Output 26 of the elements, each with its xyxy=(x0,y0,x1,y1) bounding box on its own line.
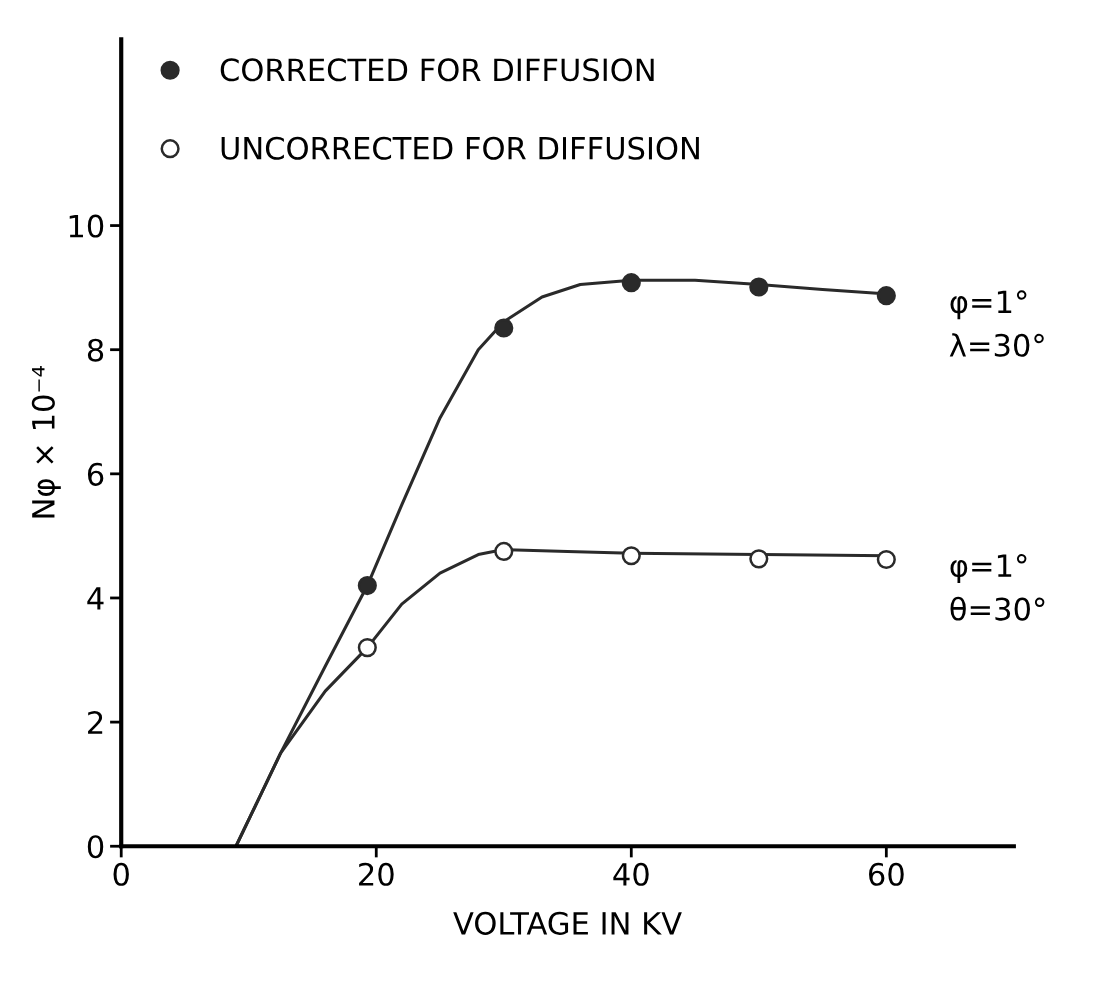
x-tick-label: 60 xyxy=(869,862,904,886)
x-tick-label: 40 xyxy=(613,862,649,886)
y-axis-title: Nφ × 10⁻⁴ xyxy=(31,366,61,518)
point xyxy=(621,273,641,293)
point xyxy=(876,549,896,570)
y-tick-label: 8 xyxy=(87,338,104,362)
y-tick-label: 4 xyxy=(87,587,104,610)
y-tick-label: 2 xyxy=(88,711,103,734)
legend-label: UNCORRECTED FOR DIFFUSION xyxy=(221,136,699,160)
x-tick-label: 0 xyxy=(113,862,129,886)
y-tick-label: 10 xyxy=(69,214,104,238)
x-axis-title: VOLTAGE IN KV xyxy=(453,911,682,935)
point xyxy=(494,541,514,561)
point xyxy=(494,318,514,338)
annotation: φ=1° θ=30° xyxy=(950,554,1045,621)
point xyxy=(876,286,896,306)
annotation: φ=1° λ=30° xyxy=(949,290,1044,357)
point xyxy=(749,277,769,297)
legend-label: CORRECTED FOR DIFFUSION xyxy=(220,58,654,82)
point xyxy=(621,546,641,566)
point xyxy=(749,549,769,569)
y-tick-label: 6 xyxy=(87,462,104,486)
x-tick-label: 20 xyxy=(359,862,394,886)
point xyxy=(357,638,377,658)
point xyxy=(357,575,377,596)
y-tick-label: 0 xyxy=(87,835,104,859)
